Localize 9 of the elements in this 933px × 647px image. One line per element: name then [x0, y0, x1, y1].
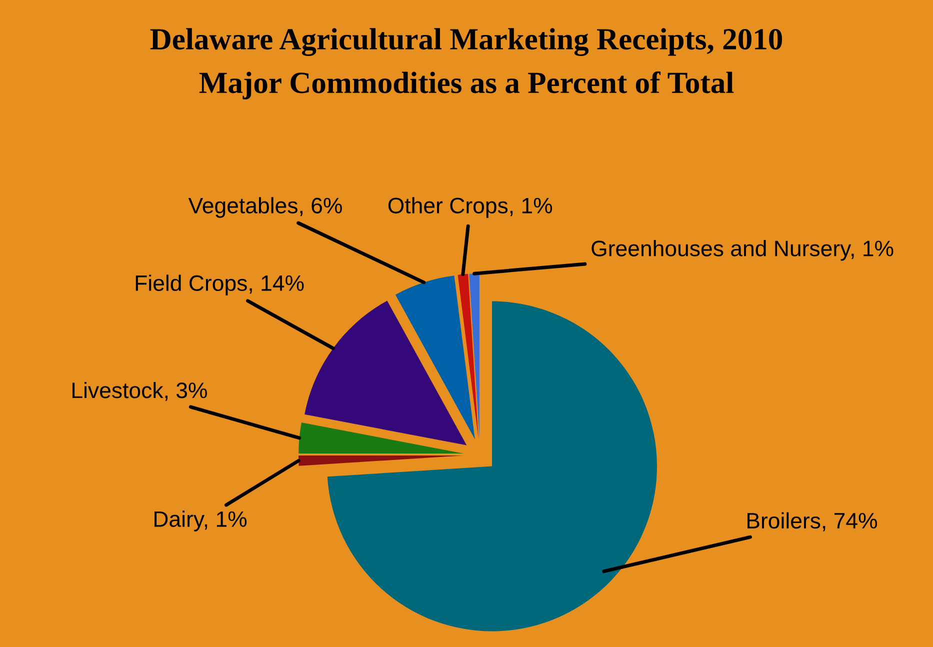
chart-title: Delaware Agricultural Marketing Receipts, 2010: [150, 28, 782, 56]
slice-label: Livestock, 3%: [72, 382, 207, 401]
slice-label: Field Crops, 14%: [136, 274, 304, 296]
slice-label: Vegetables, 6%: [188, 197, 342, 218]
slice-label: Broilers, 74%: [747, 512, 878, 532]
slice-label: Other Crops, 1%: [388, 197, 552, 218]
chart-subtitle: Major Commodities as a Percent of Total: [199, 71, 734, 100]
slice-label: Greenhouses and Nursery, 1%: [592, 240, 894, 261]
slice-label: Dairy, 1%: [154, 510, 247, 532]
